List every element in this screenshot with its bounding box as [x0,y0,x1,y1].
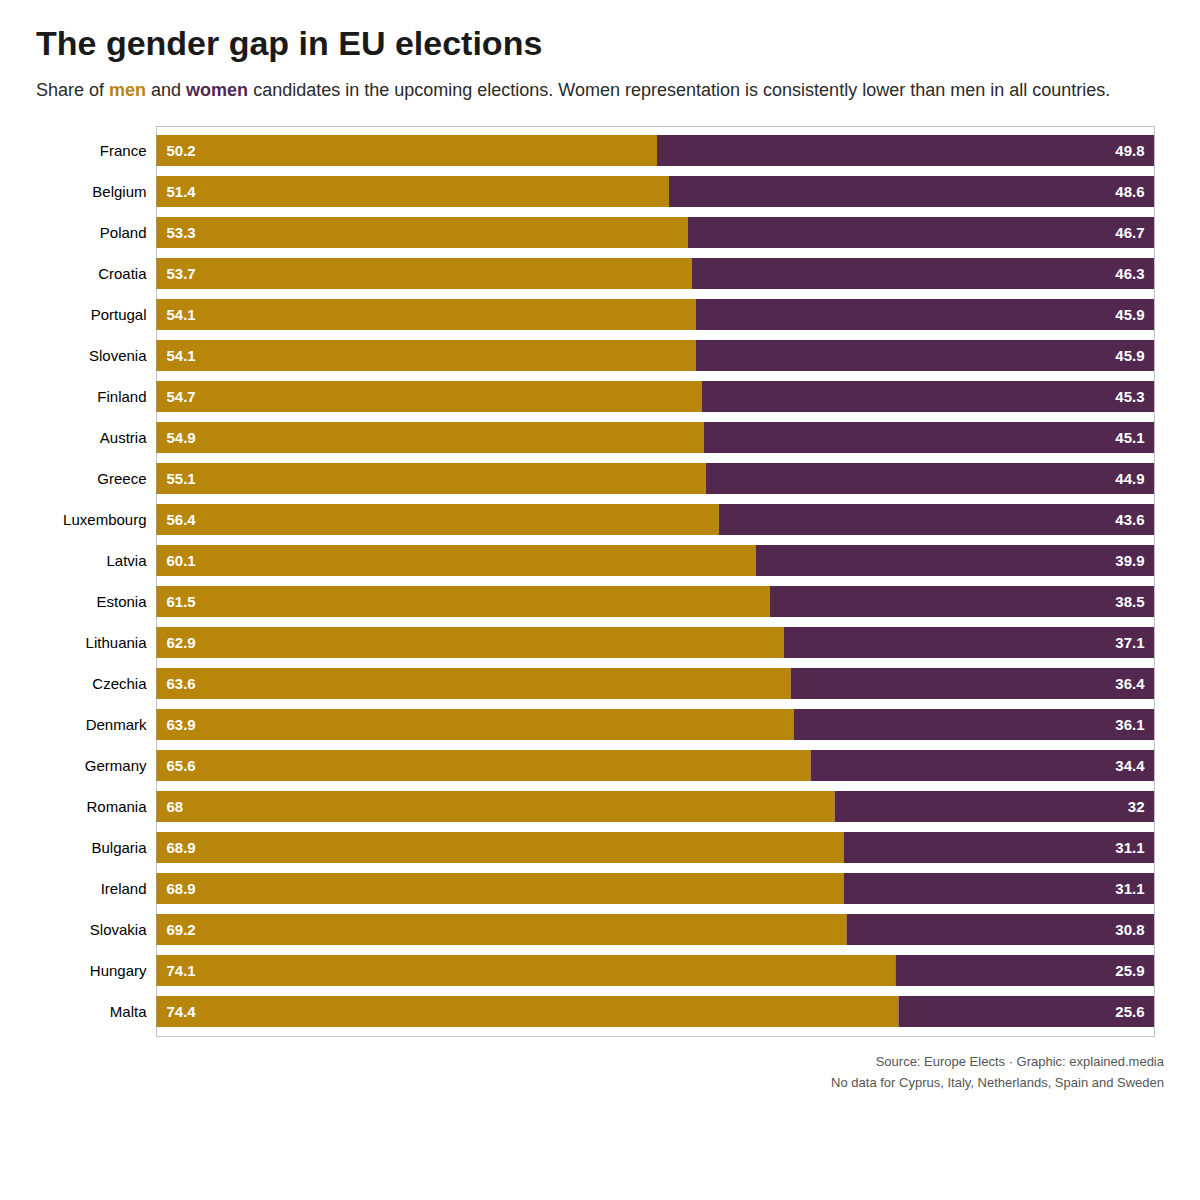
svg-text:France: France [100,142,147,159]
svg-text:Greece: Greece [97,470,146,487]
svg-text:46.7: 46.7 [1115,224,1144,241]
html-text:The gender gap in EU elections: The gender gap in EU elections [36,24,543,62]
svg-text:31.1: 31.1 [1115,880,1144,897]
svg-text:Czechia: Czechia [92,675,147,692]
svg-text:53.7: 53.7 [167,265,196,282]
svg-text:45.9: 45.9 [1115,306,1144,323]
svg-text:Poland: Poland [100,224,147,241]
svg-text:68.9: 68.9 [167,880,196,897]
svg-text:36.1: 36.1 [1115,716,1144,733]
svg-text:55.1: 55.1 [167,470,196,487]
svg-text:25.9: 25.9 [1115,962,1144,979]
svg-text:25.6: 25.6 [1115,1003,1144,1020]
svg-text:Belgium: Belgium [92,183,146,200]
svg-text:Austria: Austria [100,429,147,446]
svg-text:Germany: Germany [85,757,147,774]
svg-text:Latvia: Latvia [106,552,147,569]
svg-text:Croatia: Croatia [98,265,147,282]
html-text:Source: Europe Elects · Graphi: Source: Europe Elects · Graphic: explain… [831,1054,1164,1090]
svg-text:68.9: 68.9 [167,839,196,856]
html-text:Share of men and women candida: Share of men and women candidates in the… [36,80,1111,100]
svg-text:46.3: 46.3 [1115,265,1144,282]
svg-text:Bulgaria: Bulgaria [91,839,147,856]
svg-text:45.1: 45.1 [1115,429,1144,446]
svg-text:69.2: 69.2 [167,921,196,938]
svg-text:38.5: 38.5 [1115,593,1144,610]
svg-text:45.9: 45.9 [1115,347,1144,364]
svg-text:48.6: 48.6 [1115,183,1144,200]
svg-text:Hungary: Hungary [90,962,147,979]
svg-text:Luxembourg: Luxembourg [63,511,146,528]
svg-text:54.1: 54.1 [167,306,196,323]
svg-text:54.7: 54.7 [167,388,196,405]
svg-text:Slovenia: Slovenia [89,347,147,364]
svg-text:Portugal: Portugal [91,306,147,323]
svg-text:56.4: 56.4 [167,511,197,528]
svg-text:Denmark: Denmark [86,716,147,733]
svg-text:30.8: 30.8 [1115,921,1144,938]
svg-text:51.4: 51.4 [167,183,197,200]
svg-text:62.9: 62.9 [167,634,196,651]
svg-text:45.3: 45.3 [1115,388,1144,405]
svg-text:Finland: Finland [97,388,146,405]
svg-text:44.9: 44.9 [1115,470,1144,487]
svg-text:54.9: 54.9 [167,429,196,446]
svg-text:63.9: 63.9 [167,716,196,733]
svg-text:32: 32 [1128,798,1145,815]
svg-text:36.4: 36.4 [1115,675,1145,692]
svg-text:63.6: 63.6 [167,675,196,692]
svg-text:31.1: 31.1 [1115,839,1144,856]
svg-text:34.4: 34.4 [1115,757,1145,774]
svg-text:Lithuania: Lithuania [86,634,148,651]
svg-text:54.1: 54.1 [167,347,196,364]
svg-text:50.2: 50.2 [167,142,196,159]
svg-text:65.6: 65.6 [167,757,196,774]
svg-text:61.5: 61.5 [167,593,196,610]
svg-text:60.1: 60.1 [167,552,196,569]
svg-text:Estonia: Estonia [96,593,147,610]
svg-text:Slovakia: Slovakia [90,921,147,938]
svg-text:53.3: 53.3 [167,224,196,241]
svg-text:Malta: Malta [110,1003,147,1020]
svg-text:74.1: 74.1 [167,962,196,979]
svg-text:49.8: 49.8 [1115,142,1144,159]
svg-text:43.6: 43.6 [1115,511,1144,528]
svg-text:68: 68 [167,798,184,815]
svg-text:39.9: 39.9 [1115,552,1144,569]
svg-text:37.1: 37.1 [1115,634,1144,651]
svg-text:Romania: Romania [86,798,147,815]
svg-text:Ireland: Ireland [101,880,147,897]
svg-text:74.4: 74.4 [167,1003,197,1020]
